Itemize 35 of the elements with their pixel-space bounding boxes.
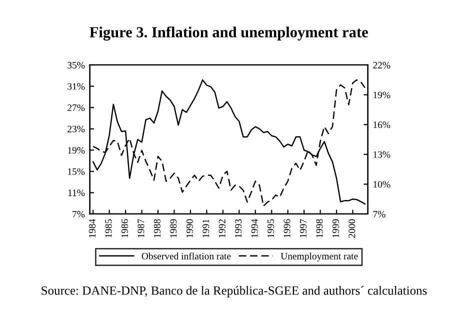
x-tick-label: 1987 [138, 219, 144, 238]
x-tick-label: 1992 [218, 219, 226, 238]
y-tick-label: 23% [68, 126, 85, 132]
x-tick-label: 1988 [154, 219, 160, 238]
y2-tick-label: 16% [374, 121, 390, 128]
y-tick-label: 35% [68, 62, 85, 68]
source-note: Source: DANE-DNP, Banco de la República-SGEE and authors´ calculations [42, 286, 427, 298]
y2-tick-label: 19% [374, 92, 390, 98]
legend-label: Unemployment rate [280, 252, 358, 262]
y-tick-label: 11% [68, 190, 85, 196]
y-tick-label: 15% [68, 168, 85, 175]
x-tick-label: 1996 [284, 219, 290, 238]
y-tick-label: 7% [72, 210, 85, 218]
x-tick-label: 1995 [268, 219, 274, 238]
x-tick-label: 1999 [332, 219, 339, 238]
y-tick-label: 27% [68, 104, 85, 112]
x-tick-label: 1997 [300, 219, 307, 238]
y2-tick-label: 7% [373, 210, 386, 218]
x-tick-label: 1986 [121, 219, 128, 238]
legend-label: Observed inflation rate [142, 252, 231, 260]
y2-tick-label: 22% [373, 62, 390, 68]
x-tick-label: 1990 [186, 219, 193, 238]
y2-tick-label: 13% [374, 151, 390, 158]
x-tick-label: 1993 [235, 219, 242, 238]
x-tick-label: 1985 [105, 219, 112, 238]
y-tick-label: 31% [68, 83, 85, 90]
x-tick-label: 1984 [88, 218, 96, 238]
x-tick-label: 1994 [251, 218, 258, 238]
x-tick-label: 1989 [170, 219, 177, 238]
y-tick-label: 19% [68, 147, 85, 154]
chart-title: Figure 3. Inflation and unemployment rate [90, 26, 368, 41]
x-tick-label: 1998 [316, 219, 323, 238]
x-tick-label: 2000 [348, 219, 356, 238]
y2-tick-label: 10% [374, 181, 390, 188]
x-tick-label: 1991 [202, 219, 210, 238]
